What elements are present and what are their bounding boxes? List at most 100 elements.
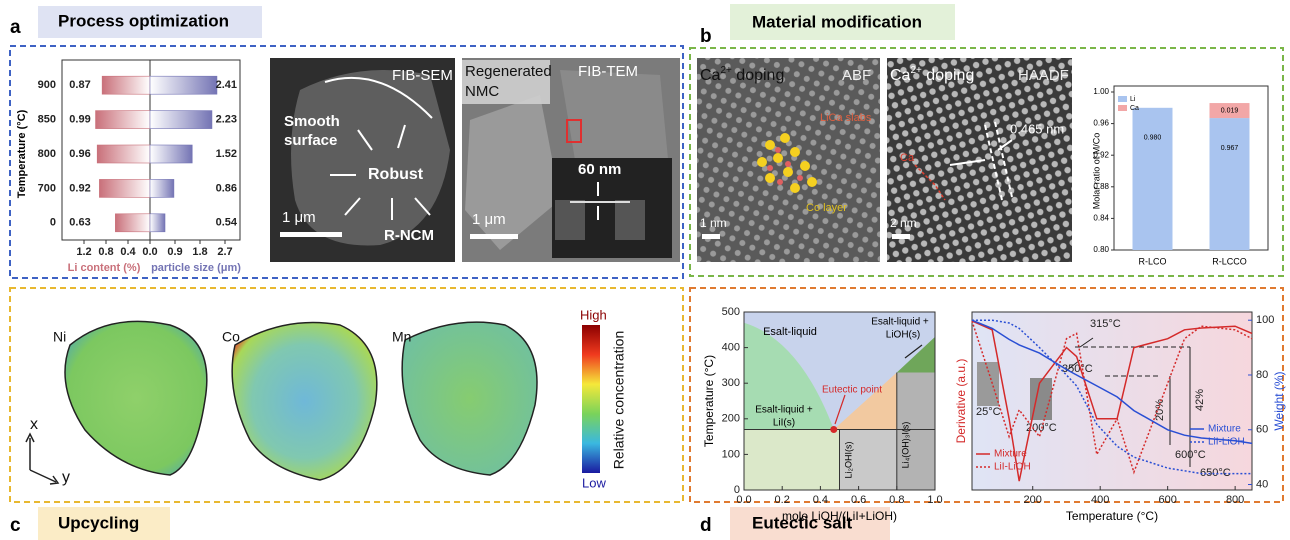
annotation: 42% (1194, 389, 1206, 411)
x-tick-label: 400 (1091, 494, 1109, 506)
image-label: FIB-TEM (578, 63, 638, 80)
x-tick-label: 0.0 (736, 494, 751, 506)
series-line (971, 320, 1253, 475)
annotation: 25°C (976, 406, 1001, 418)
bar-segment (1209, 103, 1250, 119)
x-tick-label: 800 (1226, 494, 1244, 506)
image-label: Ca (900, 152, 915, 164)
panel-letter: b (700, 26, 712, 47)
bar-segment (1209, 118, 1250, 250)
scale-label: 1 μm (282, 209, 316, 226)
bar (149, 179, 175, 198)
plot-frame (1113, 85, 1269, 251)
panel-d-frame: d Eutectic salt (689, 287, 1284, 540)
y-tick-label: 0 (734, 484, 740, 496)
x-axis-label: Li content (%) (68, 262, 141, 274)
value-label: 0.967 (1221, 145, 1239, 152)
x-tick-label: 1.8 (192, 246, 207, 258)
x-tick-label: 0.2 (775, 494, 790, 506)
image-label: Robust (368, 166, 424, 183)
value-label: 0.87 (69, 79, 90, 91)
annotation: 315°C (1090, 318, 1121, 330)
y-axis-label: Temperature (°C) (702, 355, 716, 447)
plot-frame (61, 59, 241, 241)
region-label: Esalt-liquid (763, 326, 817, 338)
annotation: 20% (1154, 399, 1166, 421)
x-tick-label: 0.4 (813, 494, 828, 506)
elemental-maps: Ni Co Mn High Low Relative concentration… (25, 307, 627, 490)
eutectic-point (830, 425, 838, 433)
region-label: Li₂OHI(s) (843, 442, 853, 479)
legend-label: Mixture (1208, 424, 1241, 435)
value-label: 0.92 (69, 182, 90, 194)
x-tick-label: 0.4 (120, 246, 136, 258)
panel-title: Upcycling (58, 513, 139, 532)
y-tick-label: 700 (38, 182, 56, 194)
tem-image: Regenerated NMC FIB-TEM 60 nm 1 μm (462, 58, 680, 262)
image-label: surface (284, 132, 337, 149)
y-tick-label: 0.96 (1093, 119, 1109, 128)
bar (149, 144, 193, 164)
image-label: ABF (842, 67, 871, 84)
panel-letter: c (10, 515, 21, 536)
region-label: Esalt-liquid + (871, 317, 929, 328)
element-label: Co (222, 329, 240, 345)
y-tick-label: 300 (722, 377, 740, 389)
y2-tick-label: 60 (1256, 424, 1268, 436)
value-label: 0.54 (216, 217, 238, 229)
value-label: 0.019 (1221, 107, 1239, 114)
plot-frame (971, 311, 1253, 491)
x-tick-label: 200 (1024, 494, 1042, 506)
axis-label: y (62, 469, 70, 486)
x-tick-label: 1.0 (927, 494, 942, 506)
y2-axis-label: Weight (%) (1272, 371, 1286, 430)
x-tick-label: 600 (1158, 494, 1176, 506)
y-axis-label: Derivative (a.u.) (954, 359, 968, 444)
x-axis-label: Temperature (°C) (1066, 509, 1158, 523)
legend-label: Li (1130, 96, 1136, 103)
bar (149, 213, 166, 233)
panel-a-frame: a Process optimization (9, 6, 684, 279)
series-line (972, 319, 1252, 475)
x-tick-label: 1.2 (76, 246, 91, 258)
scale-label: 1 nm (700, 216, 727, 230)
image-label: Smooth (284, 113, 340, 130)
image-label: Ca (700, 67, 721, 84)
value-label: 1.52 (216, 148, 237, 160)
value-label: 0.99 (69, 114, 90, 126)
image-label: 2+ (910, 65, 922, 76)
region-label: LiOH(s) (886, 330, 920, 341)
scale-label: 2 nm (890, 216, 917, 230)
series-line (971, 319, 1253, 445)
element-label: Ni (53, 329, 66, 345)
value-label: 2.23 (216, 114, 237, 126)
axis-label: x (30, 416, 38, 433)
image-label: 2+ (720, 65, 732, 76)
y-axis-label: Molar ratio of M/Co (1091, 133, 1101, 210)
x-tick-label: 0.6 (851, 494, 866, 506)
legend-swatch (1118, 105, 1127, 111)
y-tick-label: 400 (722, 342, 740, 354)
panel-title: Process optimization (58, 11, 229, 30)
abf-image: Ca2+ doping ABF LiCa slabs Co layer 1 nm (697, 58, 880, 262)
bar (149, 110, 213, 129)
y-axis-label: Temperature (°C) (16, 109, 28, 198)
y-tick-label: 0 (50, 217, 56, 229)
x-tick-label: 2.7 (217, 246, 232, 258)
y-tick-label: 200 (722, 413, 740, 425)
colorbar-title: Relative concentration (611, 331, 627, 470)
value-label: 0.63 (69, 217, 90, 229)
y-tick-label: 800 (38, 148, 56, 160)
annotation: Eutectic point (822, 385, 882, 396)
y-tick-label: 0.84 (1093, 214, 1109, 223)
region-label: LiI(s) (773, 418, 795, 429)
region-label: Li₄(OH)₃I(s) (900, 422, 910, 469)
colorbar-label: High (580, 307, 607, 322)
bar (95, 110, 151, 129)
x-tick-label: 0.0 (142, 246, 157, 258)
y2-tick-label: 80 (1256, 369, 1268, 381)
y-tick-label: 0.80 (1093, 245, 1109, 254)
y-tick-label: 850 (38, 114, 56, 126)
annotation: 650°C (1200, 467, 1231, 479)
